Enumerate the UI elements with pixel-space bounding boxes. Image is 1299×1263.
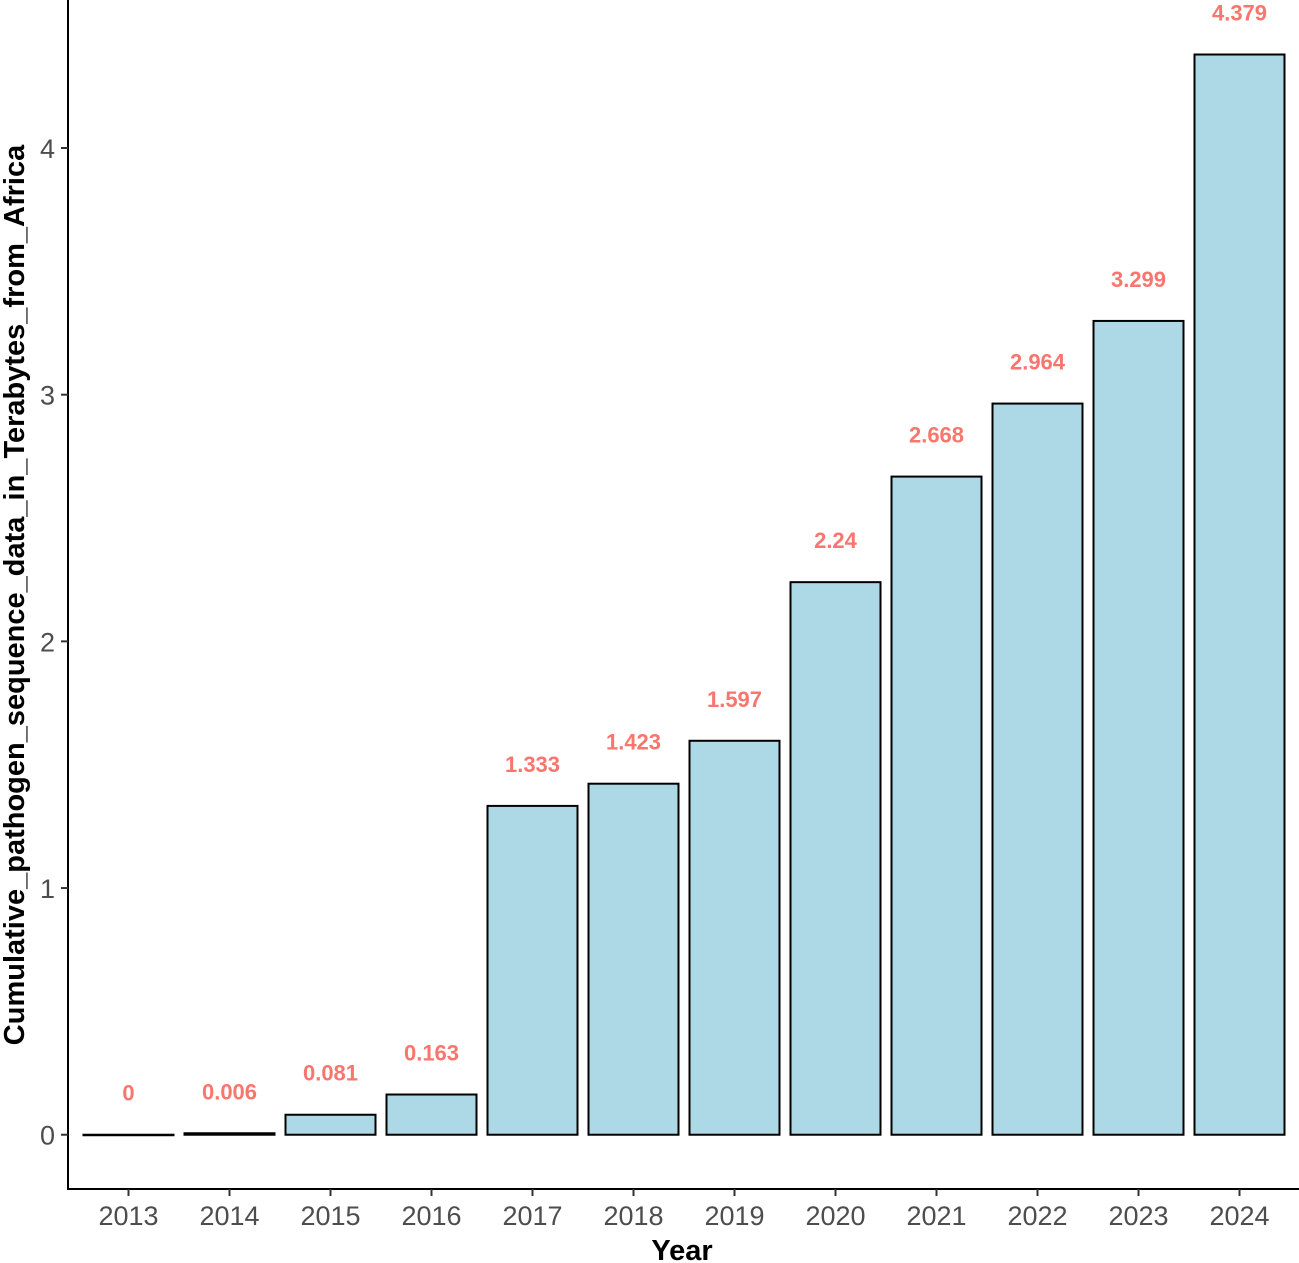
bar-2013 [82,1133,175,1137]
x-tick-label-2022: 2022 [1007,1201,1067,1231]
x-tick-label-2017: 2017 [502,1201,562,1231]
x-tick-label-2021: 2021 [906,1201,966,1231]
data-label-2019: 1.597 [707,687,762,712]
data-label-2017: 1.333 [505,752,560,777]
bar-2022 [991,402,1084,1136]
bar-2015 [284,1113,377,1136]
y-tick-label-2: 2 [40,627,55,657]
x-tick-label-2024: 2024 [1209,1201,1269,1231]
y-tick-label-4: 4 [40,134,55,164]
bar-2014 [183,1132,276,1136]
bar-2021 [890,475,983,1136]
data-labels-group: 0 0.006 0.081 0.163 1.333 1.423 1.597 2.24 2.668… [122,1,1267,1106]
y-tick-label-3: 3 [40,381,55,411]
data-label-2013: 0 [122,1081,134,1106]
y-axis-title: Cumulative_pathogen_sequence_data_in_Ter… [0,144,31,1045]
data-label-2020: 2.24 [814,528,858,553]
x-tick-label-2020: 2020 [805,1201,865,1231]
data-label-2023: 3.299 [1111,267,1166,292]
data-label-2015: 0.081 [303,1061,358,1086]
y-ticks-group: 0 1 2 3 4 [40,134,68,1151]
data-label-2014: 0.006 [202,1079,257,1104]
data-label-2016: 0.163 [404,1041,459,1066]
x-tick-label-2018: 2018 [603,1201,663,1231]
x-axis-title: Year [651,1235,712,1263]
bars-group [82,53,1286,1137]
data-label-2024: 4.379 [1212,1,1267,26]
bar-2018 [587,782,680,1136]
bar-2019 [688,739,781,1136]
bar-2016 [385,1093,478,1136]
bar-2024 [1193,53,1286,1136]
x-tick-label-2014: 2014 [199,1201,259,1231]
data-label-2021: 2.668 [909,423,964,448]
y-tick-label-0: 0 [40,1121,55,1151]
data-label-2022: 2.964 [1010,350,1066,375]
y-tick-label-1: 1 [40,874,55,904]
x-tick-label-2019: 2019 [704,1201,764,1231]
bar-2017 [486,804,579,1136]
data-label-2018: 1.423 [606,730,661,755]
x-ticks-group: 2013 2014 2015 2016 2017 2018 2019 2020 2021 2022… [98,1189,1270,1231]
bar-2023 [1092,319,1185,1136]
x-tick-label-2013: 2013 [98,1201,158,1231]
x-tick-label-2016: 2016 [401,1201,461,1231]
x-tick-label-2023: 2023 [1108,1201,1168,1231]
x-tick-label-2015: 2015 [300,1201,360,1231]
bar-2020 [789,581,882,1136]
